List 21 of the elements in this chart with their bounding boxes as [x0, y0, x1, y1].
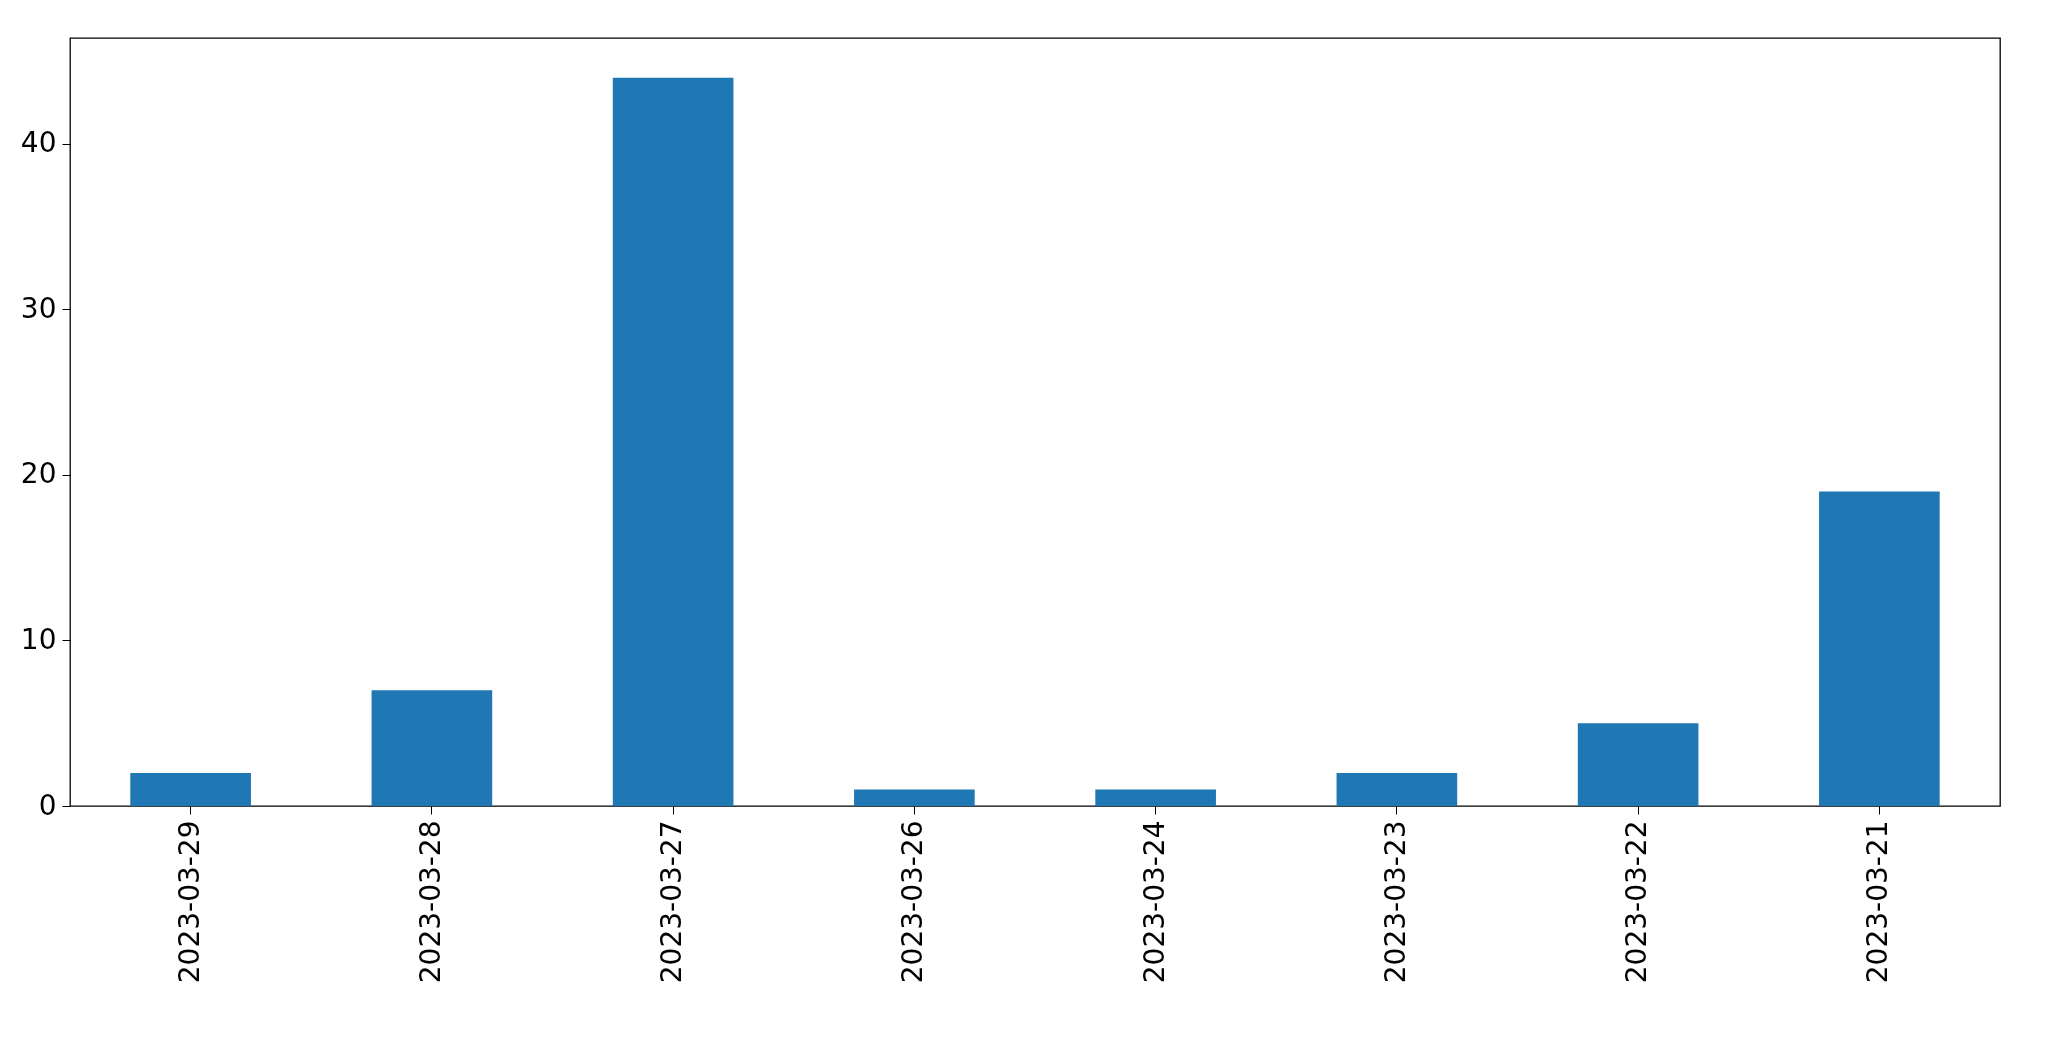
bar	[612, 77, 734, 806]
x-tick-label: 2023-03-23	[1378, 820, 1412, 984]
x-tick-label: 2023-03-27	[655, 820, 689, 984]
y-tick-label: 10	[20, 622, 57, 656]
x-tick-label: 2023-03-26	[896, 820, 930, 984]
y-tick-label: 40	[20, 126, 57, 160]
x-tick-label: 2023-03-22	[1620, 820, 1654, 984]
bar	[1336, 772, 1458, 806]
x-tick-label: 2023-03-21	[1861, 820, 1895, 984]
bar	[130, 772, 251, 806]
y-tick-label: 20	[20, 457, 57, 491]
x-tick-label: 2023-03-24	[1137, 820, 1171, 984]
y-tick-label: 30	[20, 291, 57, 325]
bar	[1819, 491, 1940, 806]
bar	[854, 789, 975, 806]
bar	[371, 690, 493, 806]
y-tick-label: 0	[38, 788, 57, 822]
bar	[1577, 723, 1699, 806]
x-tick-label: 2023-03-29	[172, 820, 206, 984]
bar	[1095, 789, 1216, 806]
x-tick-label: 2023-03-28	[413, 820, 447, 984]
